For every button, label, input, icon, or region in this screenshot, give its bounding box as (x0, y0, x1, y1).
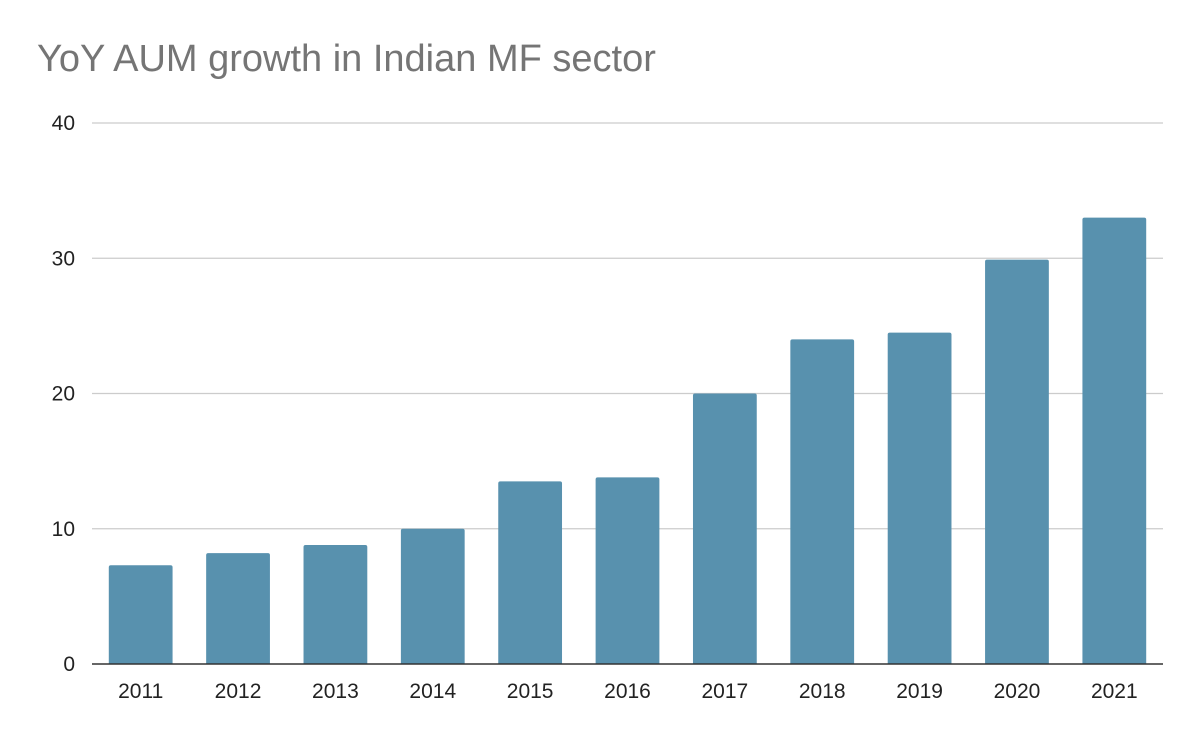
y-tick-label: 30 (52, 247, 75, 270)
x-tick-label: 2012 (215, 680, 262, 703)
chart-title: YoY AUM growth in Indian MF sector (37, 38, 656, 80)
y-tick-label: 20 (52, 383, 75, 406)
y-tick-label: 40 (52, 112, 75, 135)
x-tick-label: 2014 (409, 680, 456, 703)
x-tick-label: 2021 (1091, 680, 1138, 703)
bars (108, 217, 1147, 665)
bar-2014 (400, 528, 465, 664)
x-tick-label: 2016 (604, 680, 651, 703)
x-axis-tick-labels: 2011 2012 2013 2014 2015 2016 2017 2018 2019 2020… (118, 680, 1138, 703)
bar-2017 (692, 393, 757, 664)
bar-2011 (108, 565, 173, 664)
x-tick-label: 2013 (312, 680, 359, 703)
bar-2018 (790, 339, 855, 664)
x-tick-label: 2020 (994, 680, 1041, 703)
x-tick-label: 2011 (118, 680, 163, 703)
x-tick-label: 2017 (702, 680, 749, 703)
bar-2016 (595, 477, 660, 664)
bar-2015 (498, 481, 563, 664)
x-tick-label: 2018 (799, 680, 846, 703)
bar-2012 (206, 553, 270, 664)
gridlines (92, 122, 1163, 530)
bar-2020 (985, 259, 1049, 664)
bar-2019 (887, 332, 952, 664)
y-tick-label: 10 (52, 518, 75, 541)
bar-2013 (303, 544, 368, 664)
x-tick-label: 2015 (507, 680, 554, 703)
y-axis-tick-labels: 0 10 20 30 40 (52, 112, 75, 676)
bar-2021 (1082, 217, 1147, 665)
y-tick-label: 0 (63, 653, 75, 676)
x-tick-label: 2019 (896, 680, 943, 703)
